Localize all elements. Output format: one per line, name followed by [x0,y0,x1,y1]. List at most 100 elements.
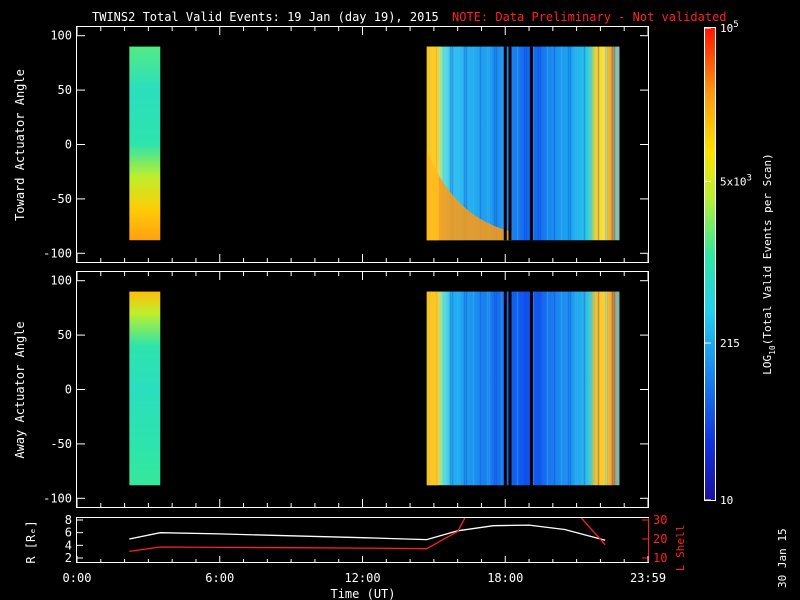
heatmap-stripe [451,46,454,241]
colorbar-label-main: LOG [761,355,774,375]
y-tick-label: -50 [50,437,72,451]
heatmap-stripe [523,46,526,241]
colorbar [705,28,715,500]
bottom-ylabel-right: L Shell [674,525,687,571]
heatmap-panel-toward: 100 50 0 -50 -100 [43,26,649,263]
r-distance-line [129,524,606,541]
middle-ylabel: Away Actuator Angle [13,321,27,458]
heatmap-stripe [583,291,586,486]
heatmap-stripe [569,46,572,241]
heatmap-stripe [495,291,498,486]
heatmap-stripe [502,46,505,241]
y-tick-label: 4 [65,538,72,552]
heatmap-stripe [486,46,489,241]
heatmap-stripe [597,46,600,241]
heatmap-stripe [539,291,542,486]
heatmap-stripe [472,291,475,486]
panel-frame [76,271,649,508]
y-tick-label: 50 [58,83,72,97]
heatmap-stripe [560,46,563,241]
heatmap-stripe [590,46,593,241]
heatmap-stripe [449,46,452,241]
bottom-ylabel: R [Rₑ] [24,520,38,563]
heatmap-stripe [465,291,468,486]
heatmap-stripe [560,291,563,486]
data-gap [503,291,507,486]
y-tick-label: 0 [65,138,72,152]
heatmap-panel-away: 100 50 0 -50 -100 [43,271,649,508]
heatmap-stripe [500,46,503,241]
heatmap-stripe [479,46,482,241]
heatmap-stripe [574,291,577,486]
colorbar-label-sub: 10 [768,345,777,355]
y-tick-label: 2 [65,551,72,565]
heatmap-stripe [611,291,614,486]
chart-title: TWINS2 Total Valid Events: 19 Jan (day 1… [92,10,439,24]
heatmap-stripe [546,46,549,241]
heatmap-stripe [525,291,528,486]
colorbar-tick-label: 10 [720,494,733,507]
heatmap-stripe [613,291,616,486]
heatmap-stripe [465,46,468,241]
y-tick-label: -50 [50,192,72,206]
heatmap-stripe [553,291,556,486]
heatmap-stripe [456,46,459,241]
block-left-edge [426,291,439,486]
heatmap-stripe [546,291,549,486]
y-tick-label: 8 [65,513,72,527]
data-gap [508,46,512,241]
heatmap-stripe [502,291,505,486]
heatmap-stripe [611,46,614,241]
heatmap-stripe [604,291,607,486]
y-tick-label: 0 [65,383,72,397]
l-shell-line [129,518,466,553]
colorbar-tick-label: 215 [720,337,740,350]
heatmap-stripe [458,46,461,241]
x-tick-label: 12:00 [344,571,380,585]
y-tick-label-right: 30 [653,513,667,527]
colorbar-label-rest: (Total Valid Events per Scan) [761,153,774,345]
heatmap-stripe [539,46,542,241]
x-tick-label: 6:00 [205,571,234,585]
high-count-region [426,149,512,241]
y-tick-label: 100 [50,274,72,288]
orbit-frame [76,517,649,563]
heatmap-stripe [442,46,445,241]
heatmap-stripe [606,46,609,241]
heatmap-stripe [597,291,600,486]
heatmap-stripe [567,291,570,486]
heatmap-stripe [523,291,526,486]
heatmap-stripe [567,46,570,241]
heatmap-stripe [493,46,496,241]
heatmap-stripe [569,291,572,486]
heatmap-stripe [537,291,540,486]
heatmap-stripe [500,291,503,486]
data-block-early [129,291,161,486]
heatmap-stripe [613,46,616,241]
heatmap-stripe [488,291,491,486]
y-tick-label: 6 [65,526,72,540]
heatmap-stripe [553,46,556,241]
heatmap-stripe [493,291,496,486]
x-tick-label: 0:00 [63,571,92,585]
heatmap-stripe [488,46,491,241]
heatmap-stripe [583,46,586,241]
y-tick-label: -100 [43,246,72,260]
heatmap-stripe [479,291,482,486]
y-tick-label: -100 [43,491,72,505]
data-gap [503,46,507,241]
heatmap-stripe [463,291,466,486]
data-block-early [129,46,161,241]
heatmap-stripe [463,46,466,241]
heatmap-stripe [525,46,528,241]
block-left-edge [426,46,439,241]
heatmap-stripe [574,46,577,241]
heatmap-stripe [537,46,540,241]
heatmap-stripe [532,291,535,486]
heatmap-stripe [449,291,452,486]
heatmap-stripe [458,291,461,486]
colorbar-label: LOG10(Total Valid Events per Scan) [761,153,777,375]
heatmap-stripe [516,291,519,486]
